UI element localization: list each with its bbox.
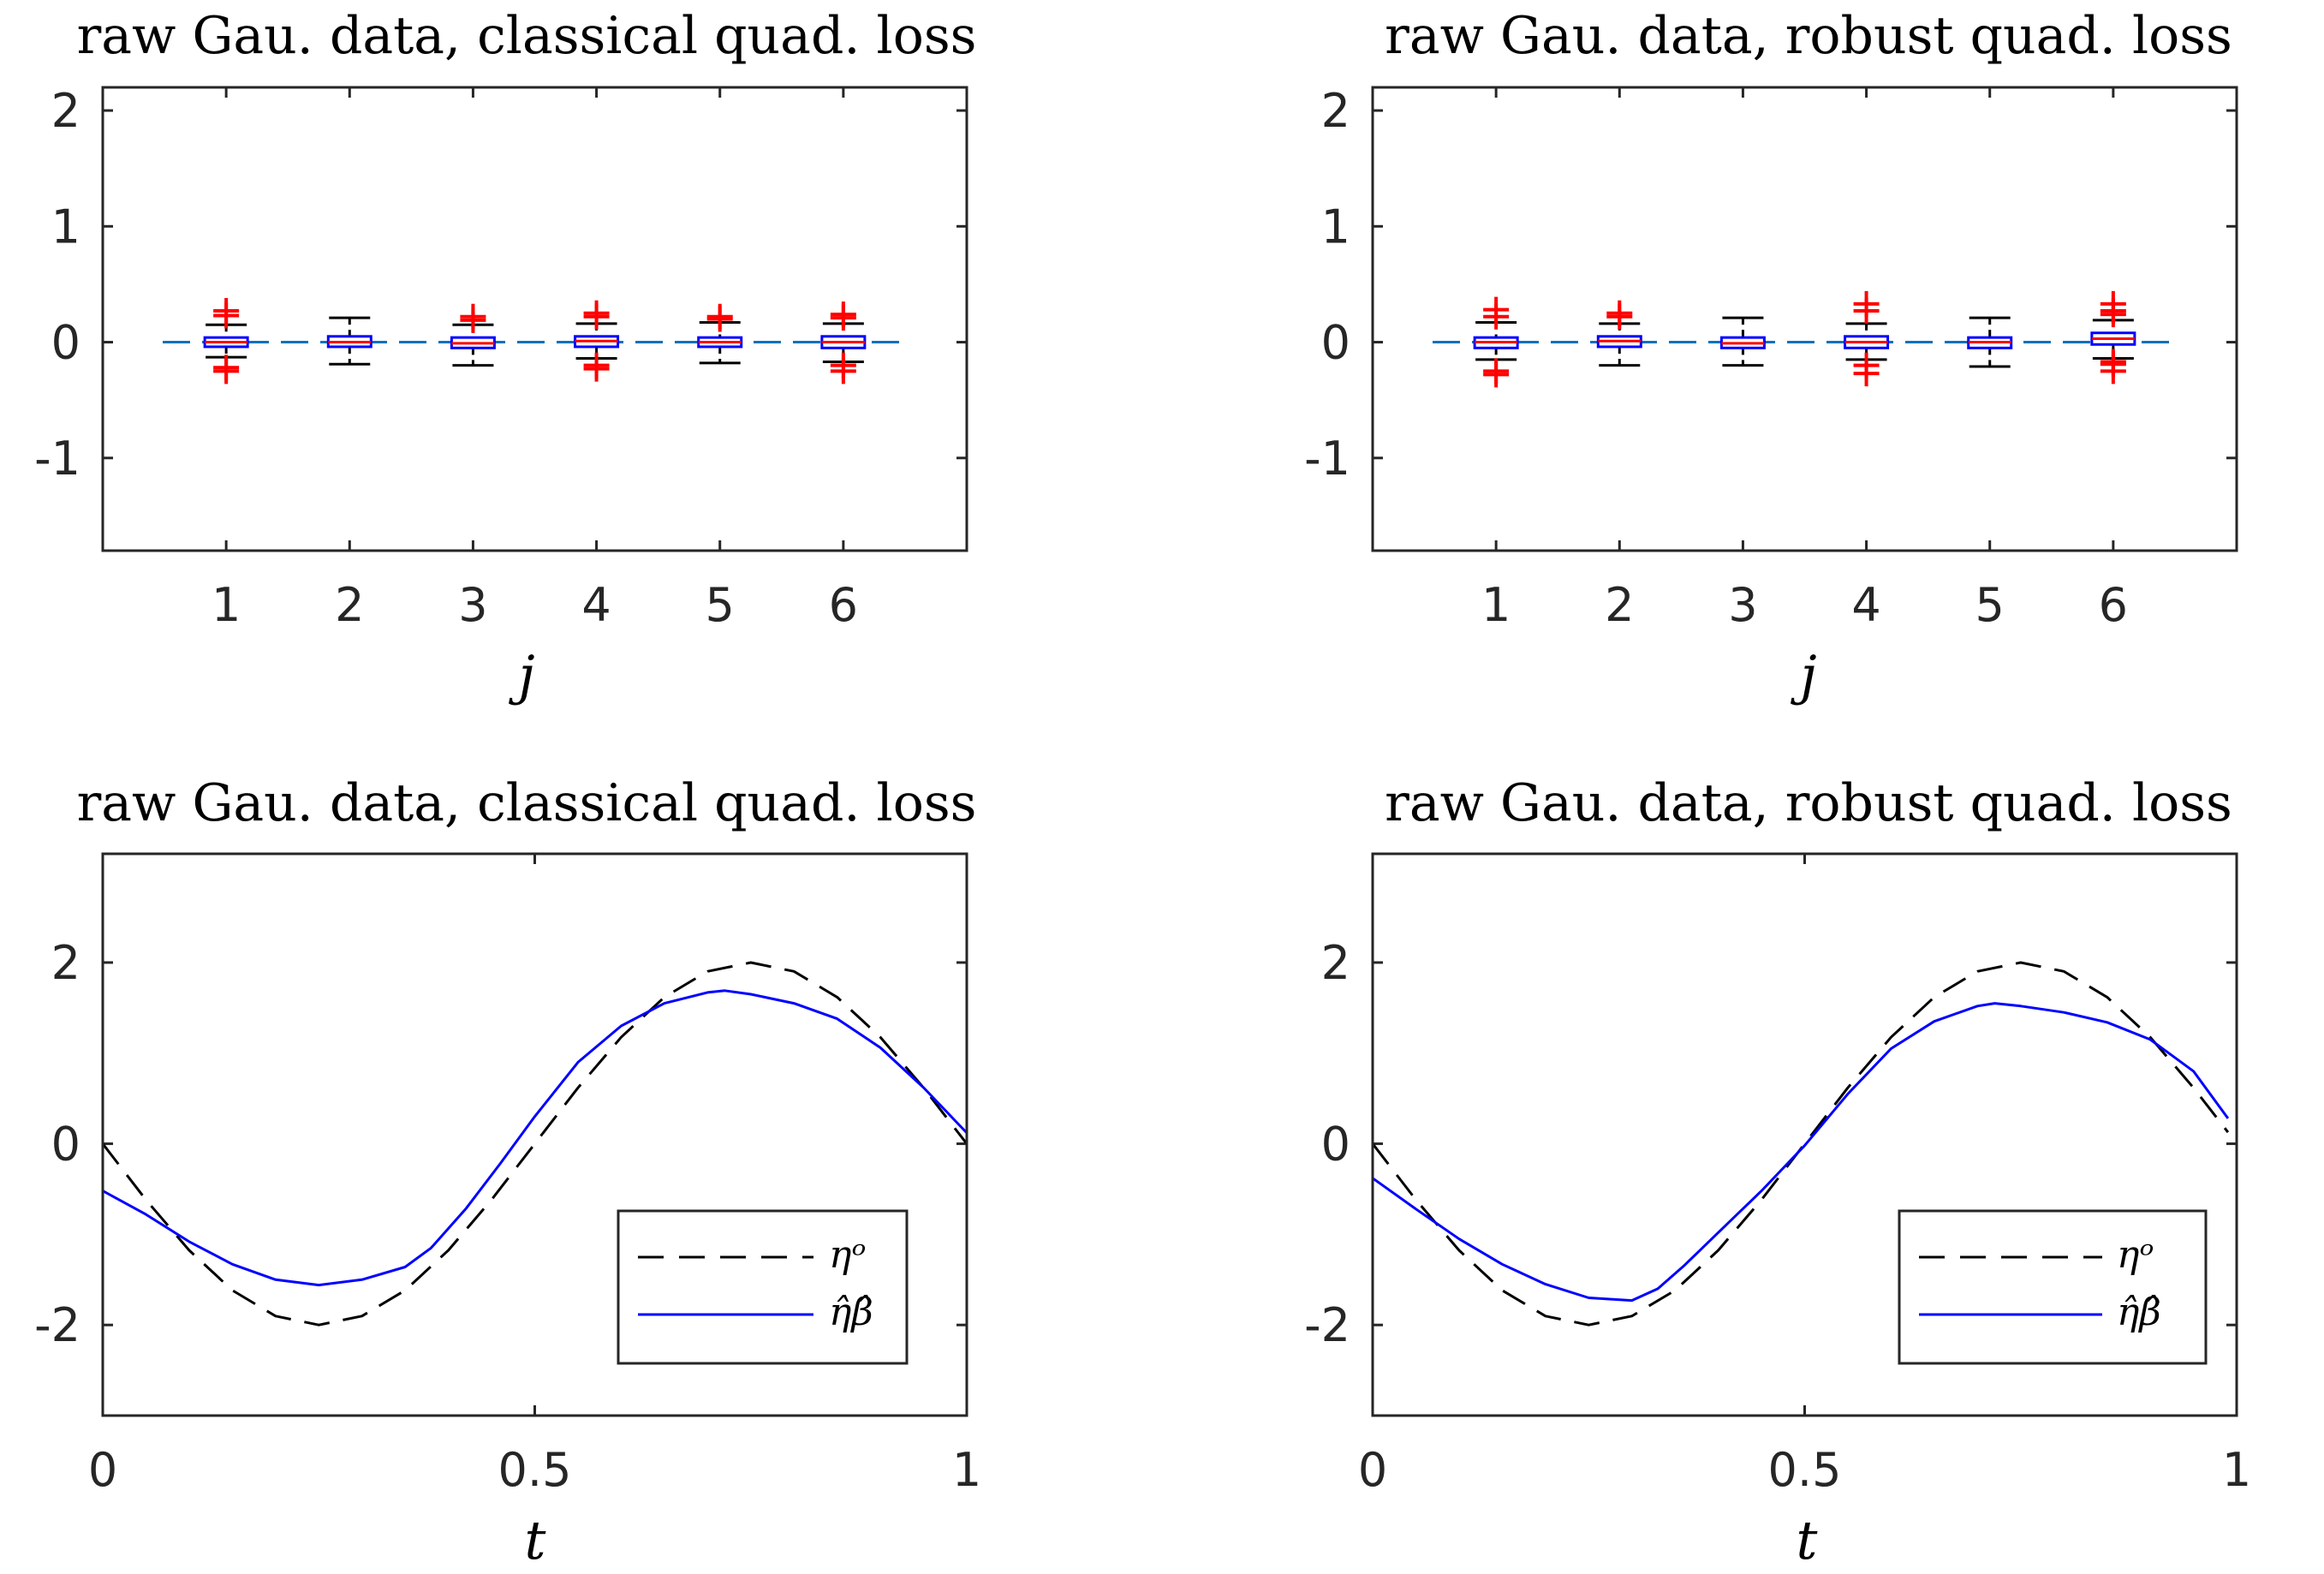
y-tick-label: 2 <box>51 936 80 990</box>
outlier-marker <box>830 358 856 385</box>
x-tick-label: 1 <box>1481 578 1511 632</box>
x-tick-label: 3 <box>1728 578 1757 632</box>
box-group <box>203 298 249 385</box>
outlier-marker <box>1483 303 1510 330</box>
box-group <box>1596 300 1642 367</box>
y-tick-label: 2 <box>1321 936 1350 990</box>
box-group <box>1967 316 2013 368</box>
outlier-marker <box>1853 361 1880 387</box>
axes-frame <box>101 852 968 1417</box>
outlier-marker <box>706 303 733 330</box>
x-tick-label: 4 <box>581 578 611 632</box>
y-tick-label: 1 <box>1321 200 1350 253</box>
y-tick-label: -1 <box>34 432 80 486</box>
outlier-marker <box>1853 298 1880 325</box>
x-tick-label: 2 <box>335 578 364 632</box>
series-line-eta-o <box>101 961 968 1327</box>
axes-frame <box>101 86 968 552</box>
outlier-marker <box>213 302 240 329</box>
box-group <box>820 301 867 385</box>
chart-title: raw Gau. data, robust quad. loss <box>1385 6 2232 66</box>
series-line-eta-hat <box>1372 1002 2230 1303</box>
outlier-marker <box>583 355 610 382</box>
outlier-marker <box>830 305 856 331</box>
x-tick-label: 0 <box>88 1443 117 1497</box>
legend-box <box>1898 1209 2208 1365</box>
x-tick-label: 1 <box>2222 1443 2251 1497</box>
legend: ηᵒ η̂β̂ <box>617 1209 909 1365</box>
chart-title: raw Gau. data, robust quad. loss <box>1385 773 2232 833</box>
y-tick-label: -2 <box>1304 1298 1350 1352</box>
panel-boxplot-classical: raw Gau. data, classical quad. loss -1 0 1… <box>34 6 976 707</box>
x-axis-label: j <box>1790 644 1816 707</box>
chart-title: raw Gau. data, classical quad. loss <box>77 6 977 66</box>
panel-boxplot-robust: raw Gau. data, robust quad. loss -1 0 1 2 1 2… <box>1304 6 2238 707</box>
axes-frame <box>1371 852 2238 1417</box>
x-tick-label: 0.5 <box>1768 1443 1842 1497</box>
outlier-marker <box>213 358 240 385</box>
y-tick-label: -1 <box>1304 432 1350 486</box>
legend-label-eta-hat: η̂β̂ <box>829 1291 873 1334</box>
legend-box <box>617 1209 909 1365</box>
series-line-eta-o <box>1371 961 2230 1327</box>
y-tick-label: -2 <box>34 1298 80 1352</box>
panel-line-robust: raw Gau. data, robust quad. loss -2 0 2 0 0.… <box>1304 773 2251 1571</box>
y-tick-label: 2 <box>51 84 80 138</box>
legend: ηᵒ η̂β̂ <box>1898 1209 2208 1365</box>
y-tick-label: 0 <box>51 316 80 370</box>
y-tick-label: 1 <box>51 200 80 253</box>
x-tick-label: 6 <box>2099 578 2128 632</box>
outlier-marker <box>1483 361 1510 388</box>
legend-label-eta-hat: η̂β̂ <box>2117 1291 2161 1334</box>
x-axis-label: j <box>508 644 534 707</box>
x-tick-label: 5 <box>706 578 735 632</box>
outlier-marker <box>583 303 610 330</box>
legend-label-eta-o: ηᵒ <box>829 1233 866 1277</box>
panel-line-classical: raw Gau. data, classical quad. loss -2 0 2… <box>34 773 981 1571</box>
box-group <box>697 303 743 365</box>
y-tick-label: 0 <box>1321 1118 1350 1172</box>
x-tick-label: 6 <box>829 578 858 632</box>
x-tick-label: 1 <box>952 1443 981 1497</box>
box-group <box>326 316 372 366</box>
outlier-marker <box>460 303 486 330</box>
axes-frame <box>1371 86 2238 552</box>
x-tick-label: 1 <box>212 578 241 632</box>
x-tick-label: 3 <box>458 578 487 632</box>
y-tick-label: 2 <box>1321 84 1350 138</box>
y-tick-label: 0 <box>1321 316 1350 370</box>
box-group <box>450 303 496 367</box>
x-tick-label: 5 <box>1975 578 2005 632</box>
x-tick-label: 2 <box>1605 578 1634 632</box>
x-axis-label: t <box>525 1509 546 1571</box>
legend-label-eta-o: ηᵒ <box>2117 1233 2154 1277</box>
box-group <box>1719 316 1766 367</box>
box-group <box>1473 296 1519 388</box>
box-group <box>1844 290 1890 387</box>
y-tick-label: 0 <box>51 1118 80 1172</box>
x-axis-label: t <box>1797 1509 1818 1571</box>
box-group <box>574 300 620 382</box>
chart-title: raw Gau. data, classical quad. loss <box>77 773 977 833</box>
outlier-marker <box>1606 303 1633 330</box>
outlier-marker <box>2100 358 2126 385</box>
x-tick-label: 4 <box>1851 578 1880 632</box>
x-tick-label: 0.5 <box>498 1443 572 1497</box>
x-tick-label: 0 <box>1358 1443 1387 1497</box>
box-group <box>2090 290 2136 385</box>
series-line-eta-hat <box>102 989 968 1287</box>
outlier-marker <box>2100 301 2126 328</box>
